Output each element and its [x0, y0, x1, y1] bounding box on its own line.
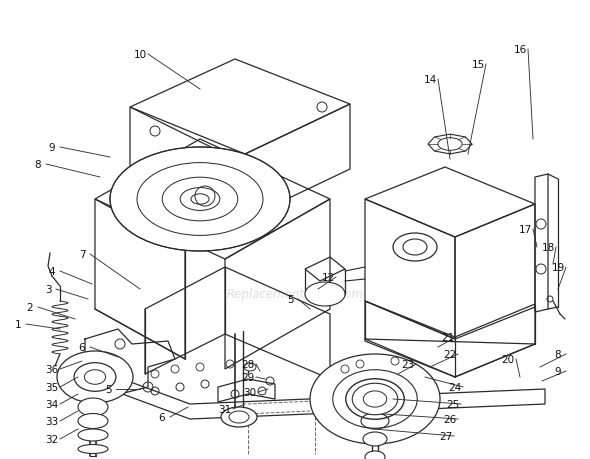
Ellipse shape: [365, 451, 385, 459]
Text: 31: 31: [218, 404, 232, 414]
Text: 5: 5: [104, 384, 112, 394]
Ellipse shape: [244, 363, 256, 371]
Ellipse shape: [57, 351, 133, 403]
Text: 35: 35: [45, 382, 58, 392]
Text: 16: 16: [513, 45, 527, 55]
Text: 4: 4: [49, 266, 55, 276]
Ellipse shape: [305, 282, 345, 306]
Text: 9: 9: [555, 366, 561, 376]
Text: 18: 18: [542, 242, 555, 252]
Text: 24: 24: [448, 382, 461, 392]
Ellipse shape: [310, 354, 440, 444]
Text: 27: 27: [440, 431, 453, 441]
Text: 9: 9: [49, 143, 55, 153]
Text: 6: 6: [78, 342, 86, 352]
Text: 21: 21: [441, 332, 455, 342]
Text: 29: 29: [241, 372, 255, 382]
Ellipse shape: [361, 413, 389, 429]
Text: 20: 20: [502, 354, 514, 364]
Text: 14: 14: [424, 75, 437, 85]
Text: 2: 2: [27, 302, 33, 312]
Text: 25: 25: [447, 399, 460, 409]
Ellipse shape: [363, 432, 387, 446]
Ellipse shape: [78, 429, 108, 441]
Text: 8: 8: [35, 160, 41, 170]
Text: 33: 33: [45, 416, 58, 426]
Text: 3: 3: [45, 285, 51, 294]
Text: 34: 34: [45, 399, 58, 409]
Text: 8: 8: [555, 349, 561, 359]
Ellipse shape: [78, 398, 108, 416]
Text: 10: 10: [133, 50, 146, 60]
Text: ReplacementParts.com: ReplacementParts.com: [227, 288, 363, 301]
Text: 19: 19: [552, 263, 565, 272]
Text: 26: 26: [443, 414, 457, 424]
Text: 23: 23: [401, 359, 415, 369]
Ellipse shape: [110, 148, 290, 252]
Ellipse shape: [352, 383, 398, 415]
Text: 6: 6: [159, 412, 165, 422]
Text: 7: 7: [78, 249, 86, 259]
Text: 30: 30: [244, 387, 257, 397]
Text: 36: 36: [45, 364, 58, 374]
Text: 1: 1: [15, 319, 21, 329]
Ellipse shape: [78, 444, 108, 453]
Text: 22: 22: [443, 349, 457, 359]
Text: 12: 12: [322, 272, 335, 282]
Ellipse shape: [78, 414, 108, 429]
Ellipse shape: [74, 363, 116, 392]
Ellipse shape: [221, 407, 257, 427]
Text: 17: 17: [519, 224, 532, 235]
Text: 32: 32: [45, 434, 58, 444]
Ellipse shape: [393, 234, 437, 262]
Text: 5: 5: [287, 294, 293, 304]
Text: 28: 28: [241, 359, 255, 369]
Text: 15: 15: [471, 60, 484, 70]
